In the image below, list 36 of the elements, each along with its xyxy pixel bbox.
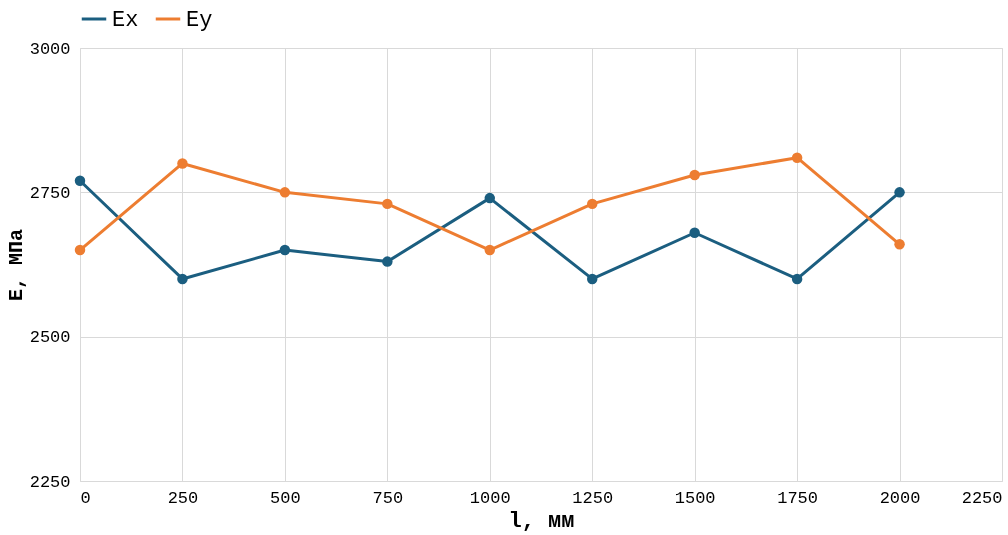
y-tick-label: 2500 (29, 328, 71, 348)
point (177, 158, 188, 169)
point (689, 227, 700, 238)
x-axis-title: l, мм (508, 508, 575, 534)
x-tick-label: 500 (270, 488, 301, 508)
legend-label: Ex (112, 8, 139, 33)
x-tick-label: 2000 (879, 488, 921, 508)
point (382, 256, 393, 267)
x-tick-label: 0 (80, 488, 91, 508)
legend-label: Ey (186, 8, 213, 33)
point (382, 198, 393, 210)
x-tick-label: 1000 (469, 488, 511, 508)
point (484, 192, 496, 204)
point (484, 244, 496, 256)
x-tick-label: 750 (372, 488, 404, 508)
point (74, 175, 86, 187)
y-tick-label: 3000 (29, 39, 71, 59)
y-axis-title: E, МПа (4, 228, 28, 302)
point (791, 273, 803, 285)
point (177, 273, 188, 285)
point (586, 198, 598, 210)
point (894, 239, 905, 250)
y-tick-label: 2250 (29, 472, 71, 492)
x-tick-label: 250 (167, 488, 199, 508)
x-tick-label: 1750 (777, 488, 819, 508)
point (689, 169, 700, 181)
point (279, 244, 291, 256)
x-tick-label: 2250 (961, 488, 1003, 508)
point (279, 187, 291, 198)
x-tick-label: 1250 (572, 488, 614, 508)
point (791, 152, 803, 163)
point (74, 244, 86, 256)
point (586, 273, 598, 285)
x-tick-label: 1500 (674, 488, 716, 508)
point (894, 187, 905, 198)
y-tick-label: 2750 (29, 183, 71, 203)
